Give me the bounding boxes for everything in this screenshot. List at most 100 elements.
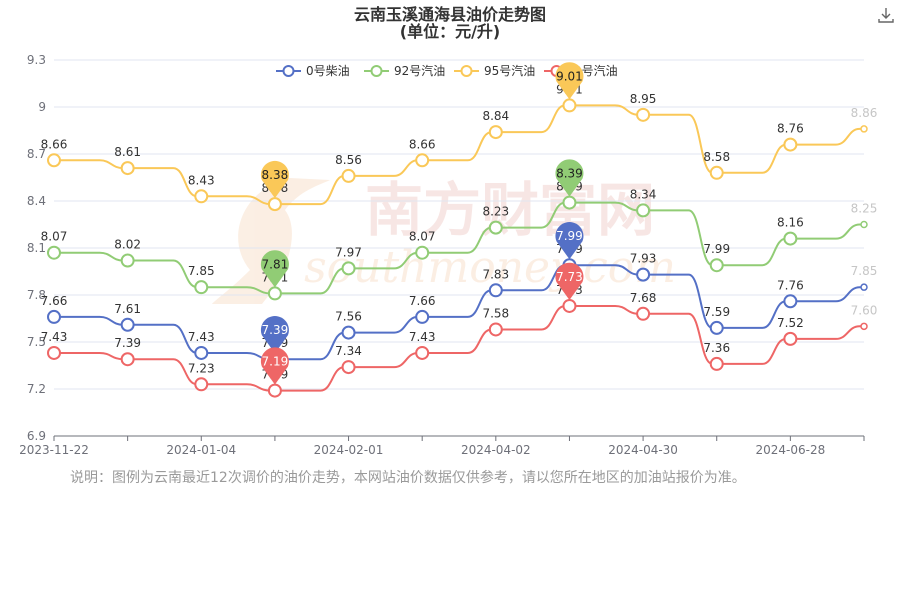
series-line: [53, 305, 864, 392]
pin-shape: [260, 160, 289, 199]
series-point[interactable]: [415, 309, 430, 324]
series-point[interactable]: [783, 294, 798, 309]
series-point[interactable]: [860, 283, 868, 291]
extreme-pin[interactable]: 7.81: [260, 250, 289, 288]
series-point[interactable]: [709, 258, 724, 273]
data-label: 8.61: [114, 145, 141, 159]
pin-shape: [555, 262, 584, 300]
series-layer: [47, 98, 868, 398]
download-icon[interactable]: [877, 6, 895, 24]
data-label: 7.66: [409, 294, 436, 308]
series-point[interactable]: [783, 231, 798, 246]
y-tick-label: 7.8: [27, 288, 46, 302]
series-point[interactable]: [415, 153, 430, 168]
chart-title: 云南玉溪通海县油价走势图: [354, 5, 546, 24]
series-point[interactable]: [120, 317, 135, 332]
series-point[interactable]: [860, 322, 868, 331]
data-label: 7.58: [482, 306, 509, 320]
data-label: 7.59: [703, 305, 730, 319]
series-point[interactable]: [120, 352, 135, 367]
pin-shape: [555, 159, 584, 197]
series-point[interactable]: [488, 220, 503, 235]
series-point[interactable]: [47, 153, 61, 168]
legend-item[interactable]: 0号柴油: [276, 64, 350, 78]
data-label: 7.52: [777, 316, 804, 330]
extreme-pin[interactable]: 7.39: [260, 316, 289, 354]
series-point[interactable]: [120, 253, 135, 268]
data-label: 7.85: [851, 264, 878, 278]
series-point[interactable]: [47, 345, 61, 360]
series-point[interactable]: [194, 377, 209, 392]
data-label: 7.76: [777, 278, 804, 292]
series-point[interactable]: [860, 220, 868, 229]
data-label: 7.68: [630, 291, 657, 305]
y-tick-label: 8.7: [27, 147, 46, 161]
series-point[interactable]: [341, 360, 356, 375]
data-label: 8.07: [41, 230, 68, 244]
extreme-pin[interactable]: 9.01: [555, 62, 584, 100]
series-point[interactable]: [47, 309, 61, 324]
y-tick-label: 6.9: [27, 429, 46, 443]
legend-label: 95号汽油: [484, 63, 535, 78]
series-point[interactable]: [860, 125, 868, 133]
series-point[interactable]: [415, 245, 430, 260]
series-point[interactable]: [267, 286, 282, 301]
series-point[interactable]: [194, 189, 209, 204]
extreme-pin[interactable]: 7.99: [555, 222, 584, 260]
series-point[interactable]: [194, 280, 209, 295]
extreme-pin[interactable]: 8.38: [260, 160, 289, 199]
series-point[interactable]: [636, 306, 651, 321]
legend-item[interactable]: 95号汽油: [454, 63, 535, 78]
data-label: 7.23: [188, 361, 215, 375]
data-label: 8.16: [777, 216, 804, 230]
series-point[interactable]: [488, 125, 503, 140]
x-axis: 2023-11-22 2024-01-04 2024-02-01 2024-04-02…: [19, 435, 865, 457]
pin-value: 7.99: [556, 229, 583, 243]
series-point[interactable]: [341, 168, 356, 183]
watermark-text: 南方财富网: [365, 176, 655, 244]
series-point[interactable]: [194, 345, 209, 360]
series-point[interactable]: [562, 298, 577, 313]
series-point[interactable]: [47, 245, 61, 260]
data-label: 8.95: [630, 92, 657, 106]
series-point[interactable]: [562, 98, 577, 113]
extreme-pin[interactable]: 7.19: [260, 347, 289, 385]
watermark: 南方财富网 southmoney.com: [212, 176, 676, 304]
pin-shape: [260, 250, 289, 288]
series-point[interactable]: [341, 325, 356, 340]
legend-label: 9号汽油: [574, 63, 618, 78]
data-label: 7.34: [335, 344, 362, 358]
extreme-markers: 7.39 7.99 7.81 8.39 8.38 9.01 7.19 7.73: [260, 62, 584, 385]
data-label: 8.84: [482, 109, 509, 123]
series-point[interactable]: [709, 356, 724, 371]
legend-item[interactable]: 92号汽油: [364, 63, 445, 78]
series-point[interactable]: [709, 165, 724, 180]
legend[interactable]: 0号柴油 92号汽油 95号汽油 9号汽油: [276, 63, 618, 78]
southmoney-logo: [212, 178, 330, 304]
series-point[interactable]: [415, 345, 430, 360]
data-label: 7.43: [188, 330, 215, 344]
data-label: 8.66: [409, 137, 436, 151]
data-label: 7.39: [114, 336, 141, 350]
series-point[interactable]: [488, 283, 503, 298]
series-point[interactable]: [709, 320, 724, 335]
series-point[interactable]: [267, 197, 282, 212]
y-tick-label: 8.4: [27, 194, 46, 208]
series-point[interactable]: [488, 322, 503, 337]
series-point[interactable]: [783, 137, 798, 152]
series-point[interactable]: [636, 267, 651, 282]
series-point[interactable]: [120, 161, 135, 176]
pin-value: 7.73: [556, 270, 583, 284]
extreme-pin[interactable]: 7.73: [555, 262, 584, 300]
series-point[interactable]: [783, 331, 798, 346]
series-point[interactable]: [562, 195, 577, 210]
x-tick-label: 2024-04-30: [608, 443, 678, 457]
extreme-pin[interactable]: 8.39: [555, 159, 584, 197]
series-point[interactable]: [636, 203, 651, 218]
chart-note: 说明：图例为云南最近12次调价的油价走势，本网站油价数据仅供参考，请以您所在地区…: [70, 470, 746, 486]
series-point[interactable]: [267, 383, 282, 398]
series-point[interactable]: [636, 107, 651, 122]
grid: [54, 59, 864, 437]
series-point[interactable]: [341, 261, 356, 276]
